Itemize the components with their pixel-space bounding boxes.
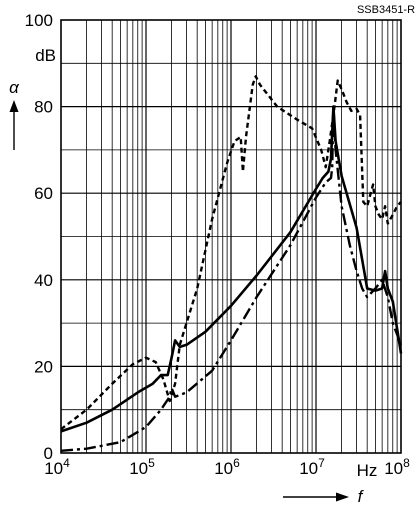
y-tick-label: 80 [34, 98, 53, 117]
x-axis-symbol: f [358, 487, 365, 505]
series-line-dashed [60, 75, 402, 431]
x-tick-label: 104 [44, 456, 70, 478]
y-unit-label: dB [35, 46, 56, 65]
y-axis-arrow-icon [9, 100, 19, 150]
x-tick-label: 108 [384, 456, 410, 478]
plot-frame [60, 19, 402, 454]
x-unit-label: Hz [357, 461, 378, 480]
y-tick-label: 40 [34, 271, 53, 290]
x-axis-arrow-icon [283, 492, 349, 502]
y-tick-labels: 0 20 40 60 80 100 [25, 11, 53, 463]
y-tick-label: 0 [44, 444, 53, 463]
y-tick-label: 100 [25, 11, 53, 30]
x-tick-labels: 104 105 106 107 108 [44, 456, 410, 478]
x-tick-label: 107 [299, 456, 325, 478]
x-tick-label: 105 [129, 456, 155, 478]
chart-code-label: SSB3451-R [357, 4, 415, 16]
series-line-dashdot [60, 105, 403, 452]
x-tick-label: 106 [214, 456, 240, 478]
series-group [60, 75, 403, 452]
y-axis-symbol: α [9, 78, 20, 97]
y-tick-label: 60 [34, 184, 53, 203]
series-line-solid [60, 105, 403, 433]
grid [61, 20, 401, 453]
y-tick-label: 20 [34, 357, 53, 376]
